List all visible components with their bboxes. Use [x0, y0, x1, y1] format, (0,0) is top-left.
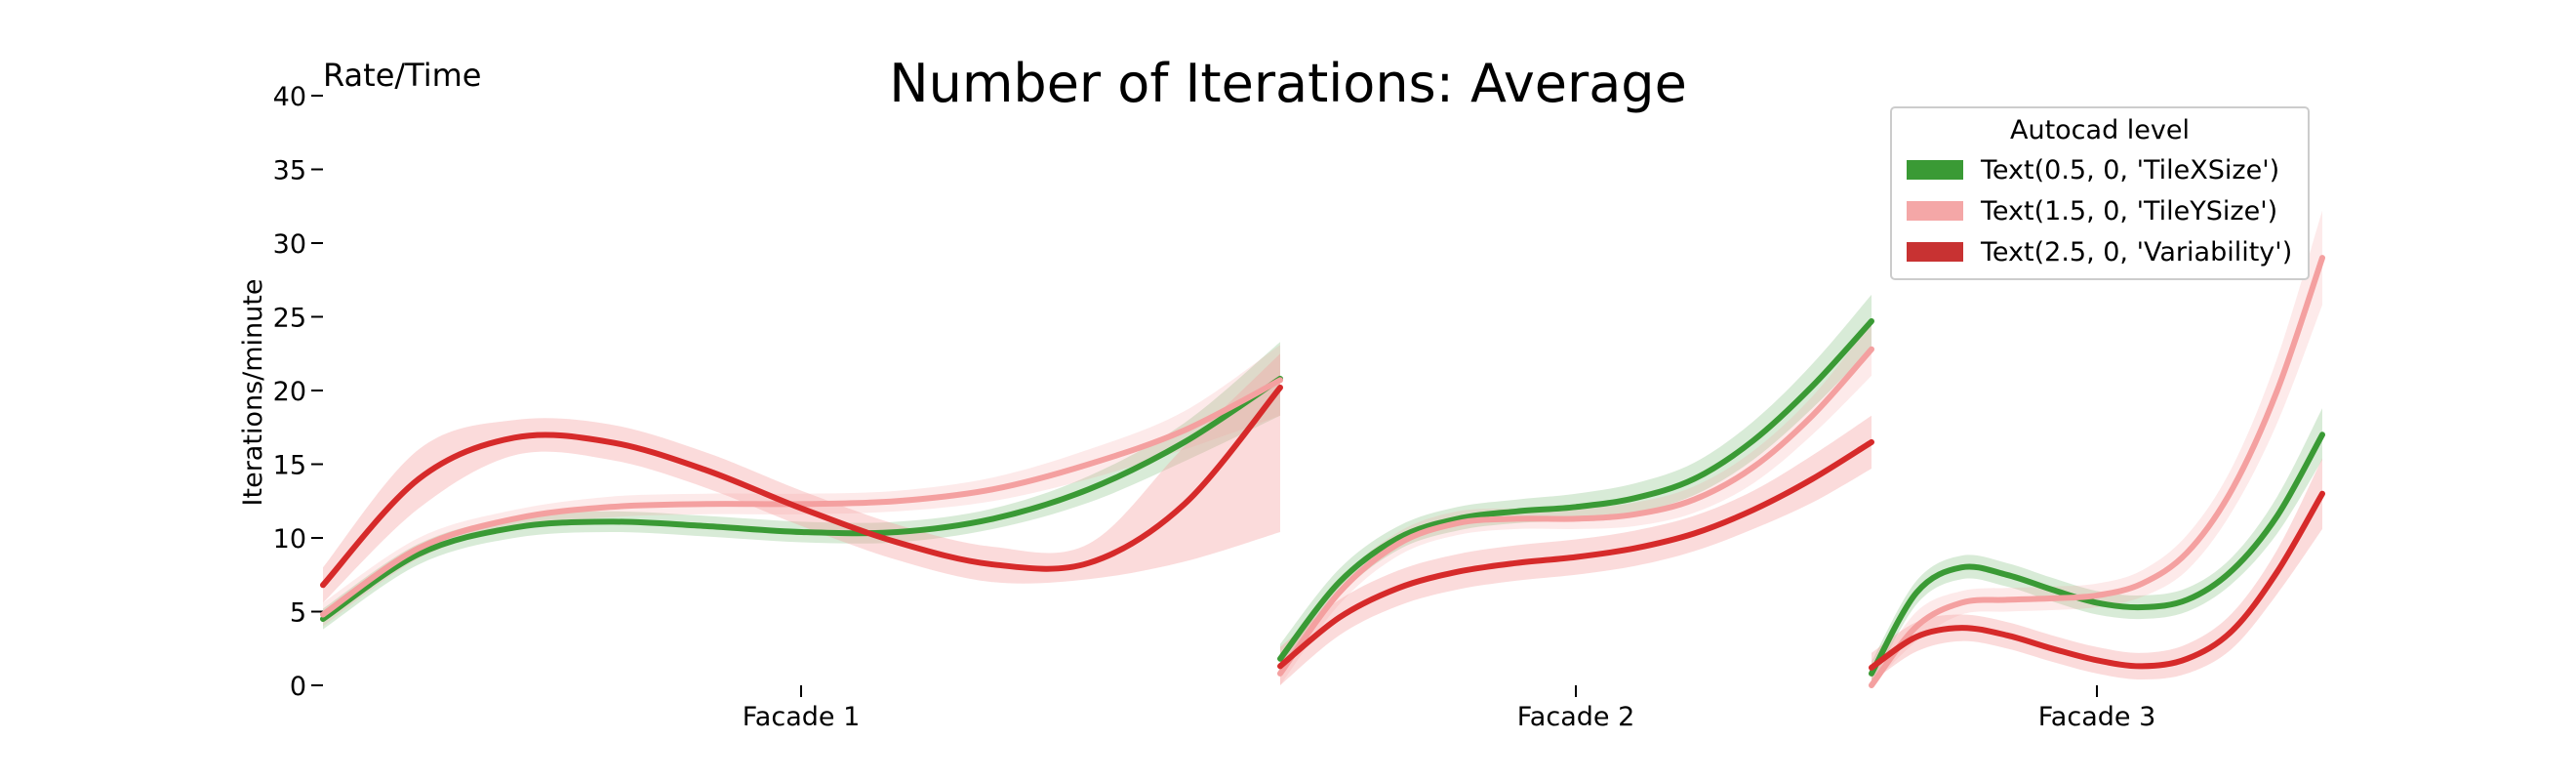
y-tick-label: 25: [273, 304, 306, 334]
y-axis-label: Iterations/minute: [238, 279, 268, 507]
x-axis: Facade 1 Facade 2 Facade 3: [743, 685, 2156, 732]
series-line: [320, 385, 1283, 589]
confidence-band: [323, 342, 1280, 630]
confidence-band: [1872, 458, 2322, 682]
confidence-band: [323, 345, 1280, 627]
legend-frame: [1890, 106, 2310, 280]
x-tick-label: Facade 2: [1517, 702, 1635, 732]
series-lines: [320, 255, 2325, 688]
y-tick-label: 40: [273, 82, 306, 112]
series-line: [1869, 255, 2325, 688]
series-line: [1277, 438, 1874, 670]
series-line: [1277, 318, 1874, 662]
legend-entry-label: Text(1.5, 0, 'TileYSize'): [1980, 196, 2277, 226]
y-tick-label: 20: [273, 377, 306, 407]
y-tick-label: 5: [290, 598, 306, 629]
chart-title: Number of Iterations: Average: [889, 53, 1687, 114]
legend-title: Autocad level: [2010, 115, 2190, 145]
confidence-band: [1280, 415, 1872, 685]
y-axis: 0 5 10 15 20 25 30 35 40: [273, 82, 323, 702]
y-tick-label: 30: [273, 229, 306, 260]
legend-swatch: [1907, 201, 1963, 221]
series-line: [1869, 490, 2325, 671]
y-tick-label: 10: [273, 524, 306, 555]
y-tick-label: 0: [290, 672, 306, 702]
y-tick-label: 35: [273, 156, 306, 186]
x-tick-label: Facade 3: [2038, 702, 2156, 732]
legend: Autocad level Text(0.5, 0, 'TileXSize') T…: [1890, 106, 2310, 280]
legend-entry-label: Text(2.5, 0, 'Variability'): [1980, 237, 2292, 267]
series-line: [320, 377, 1283, 618]
series-line: [1869, 432, 2325, 677]
x-tick-label: Facade 1: [743, 702, 861, 732]
legend-swatch: [1907, 160, 1963, 180]
series-line: [320, 375, 1283, 622]
corner-label: Rate/Time: [323, 57, 481, 94]
series-line: [1277, 346, 1874, 677]
legend-swatch: [1907, 242, 1963, 262]
legend-entry-label: Text(0.5, 0, 'TileXSize'): [1980, 155, 2279, 185]
y-tick-label: 15: [273, 451, 306, 481]
